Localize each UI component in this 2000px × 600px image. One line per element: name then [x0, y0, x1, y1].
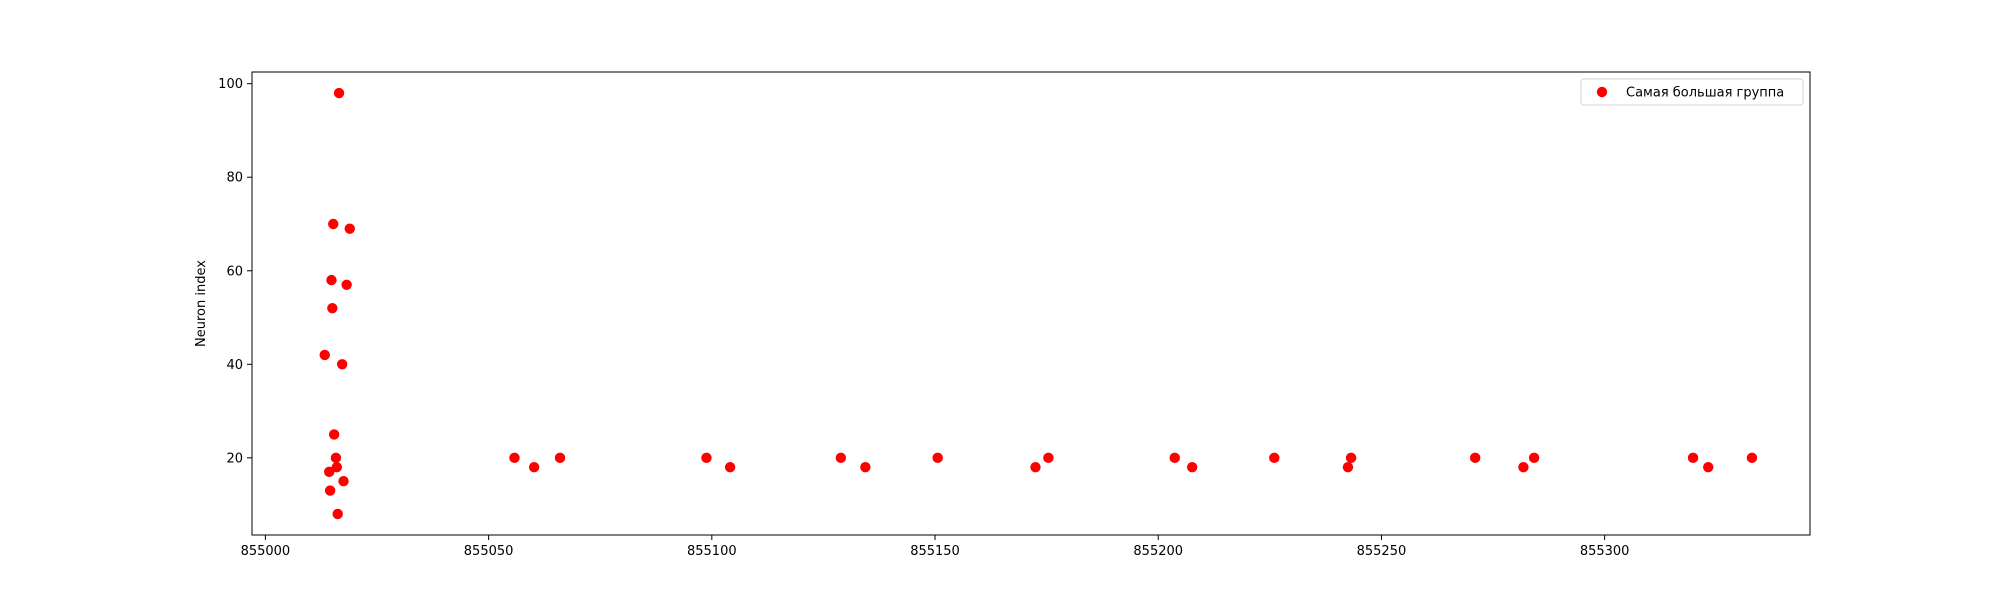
data-point [344, 223, 355, 234]
plot-area-frame [251, 71, 1811, 536]
x-axis-ticks: 855000 855050 855100 855150 855200 855250 8553… [241, 535, 1630, 559]
data-point [332, 508, 343, 520]
data-point [1269, 452, 1280, 464]
data-point [1030, 461, 1041, 473]
data-point [333, 87, 345, 99]
data-point [701, 452, 712, 464]
data-point [1043, 452, 1054, 464]
legend: Самая большая группа [1580, 78, 1804, 106]
x-tick-label: 855000 [241, 544, 291, 559]
y-tick-label: 60 [226, 264, 243, 279]
data-point [1746, 452, 1758, 464]
data-point [324, 466, 335, 478]
data-point [1345, 452, 1357, 464]
legend-marker [1596, 86, 1608, 98]
data-point [327, 302, 338, 314]
data-point [319, 349, 330, 361]
x-tick-label: 855300 [1580, 544, 1630, 559]
data-point [1687, 452, 1699, 464]
data-point [1703, 461, 1714, 473]
x-tick-label: 855200 [1133, 544, 1183, 559]
data-point [338, 476, 349, 487]
x-tick-label: 855150 [910, 544, 960, 559]
data-point [324, 485, 336, 496]
data-point [331, 461, 343, 473]
data-point [330, 452, 342, 464]
data-points [319, 87, 1758, 520]
data-point [1528, 452, 1540, 464]
x-tick-label: 855250 [1357, 544, 1407, 559]
data-point [328, 218, 339, 230]
legend-label: Самая большая группа [1626, 86, 1784, 101]
y-tick-label: 20 [226, 451, 243, 466]
data-point [1186, 461, 1198, 473]
y-tick-label: 100 [218, 77, 243, 92]
data-point [341, 279, 352, 290]
y-tick-label: 40 [226, 358, 243, 373]
y-axis-ticks: 20 40 60 80 100 [218, 77, 252, 466]
data-point [509, 452, 520, 464]
data-point [336, 359, 348, 370]
x-tick-label: 855100 [687, 544, 737, 559]
data-point [554, 452, 566, 464]
data-point [1342, 461, 1354, 473]
data-point [1169, 452, 1180, 464]
data-point [326, 274, 337, 286]
data-point [932, 452, 943, 464]
data-point [1518, 461, 1529, 473]
legend-frame [1580, 78, 1804, 106]
data-point [835, 452, 847, 464]
data-point [724, 461, 736, 473]
y-tick-label: 80 [226, 171, 243, 186]
data-point [860, 461, 871, 473]
data-point [1469, 452, 1481, 464]
data-point [328, 429, 340, 440]
x-tick-label: 855050 [464, 544, 514, 559]
y-axis-label: Neuron index [194, 260, 209, 347]
data-point [528, 461, 540, 473]
